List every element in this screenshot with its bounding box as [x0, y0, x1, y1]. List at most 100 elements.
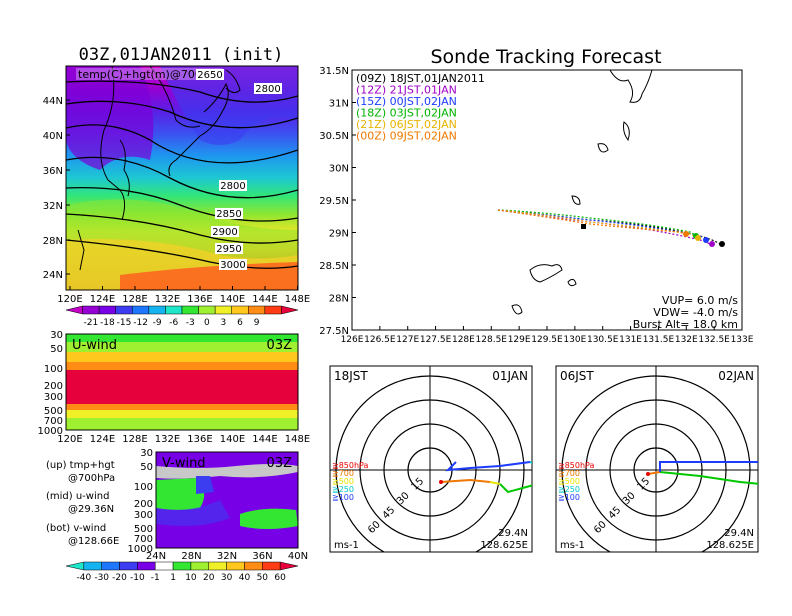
- colorbar-label: -12: [133, 318, 148, 328]
- hodo-level: ≧100: [558, 493, 580, 502]
- uwind-x-labels: 120E 124E 128E 132E 136E 140E 144E 148E: [57, 434, 310, 445]
- colorbar-swatch: [226, 561, 245, 571]
- vwind-y-label: 30: [140, 448, 153, 459]
- uwind-y-label: 100: [44, 364, 63, 375]
- burst-text: Burst Alt= 18.0 km: [633, 318, 738, 331]
- colorbar-label: -40: [76, 573, 91, 583]
- colorbar-swatch: [137, 561, 156, 571]
- legend-mid1: (mid) u-wind: [46, 491, 109, 502]
- hodo-level: ≧500: [332, 477, 354, 486]
- track-x-label: 127.5E: [420, 335, 452, 345]
- track-y-label: 27.5N: [319, 326, 349, 337]
- colorbar-swatch: [115, 305, 133, 315]
- uwind-y-label: 300: [44, 392, 63, 403]
- map-lon-label: 144E: [252, 294, 277, 305]
- hodo-trace: [440, 478, 491, 483]
- vwind-y-label: 500: [134, 524, 153, 535]
- track-x-label: 129.5E: [531, 335, 563, 345]
- colorbar-label: 50: [257, 573, 269, 583]
- uwind-y-label: 30: [50, 330, 63, 341]
- hodo-start: [439, 480, 443, 484]
- colorbar-label: -1: [151, 573, 160, 583]
- colorbar-label: -6: [169, 318, 178, 328]
- track-x-label: 128E: [452, 335, 475, 345]
- hodo-level: ≧250: [332, 485, 354, 494]
- colorbar-swatch: [262, 561, 281, 571]
- hodo-unit: ms-1: [334, 540, 359, 551]
- map-lon-label: 148E: [285, 294, 310, 305]
- map-lat-label: 44N: [43, 96, 63, 107]
- track-x-label: 133E: [731, 335, 754, 345]
- uwind-y-label: 700: [44, 416, 63, 427]
- vwind-y-label: 300: [134, 510, 153, 521]
- hodo-level: ≧850hPa: [332, 461, 369, 470]
- contour-label: 2800: [255, 84, 280, 95]
- track-x-label: 128.5E: [476, 335, 508, 345]
- temp-map: temp(C)+hgt(m)@700hPa 2650 2800 2800 285…: [43, 65, 310, 305]
- track-map: 31.5N 31N 30.5N 30N 29.5N 29N 28.5N 28N 27.5N 12…: [319, 66, 753, 345]
- colorbar-label: 6: [237, 318, 243, 328]
- vwind-x-label: 32N: [217, 551, 237, 562]
- hodo-date: 01JAN: [492, 369, 528, 383]
- uwind-y-label: 50: [50, 344, 63, 355]
- vwind-x-labels: 24N 28N 32N 36N 40N: [146, 551, 308, 562]
- colorbar-swatch: [82, 305, 100, 315]
- left-title: 03Z,01JAN2011 (init): [79, 45, 284, 65]
- map-label: temp(C)+hgt(m)@700hPa: [78, 68, 222, 81]
- colorbar-swatch: [231, 305, 249, 315]
- colorbar-label: 9: [254, 318, 260, 328]
- track-x-label: 127E: [396, 335, 419, 345]
- colorbar-label: -30: [94, 573, 109, 583]
- vwind-x-label: 36N: [252, 551, 272, 562]
- vup-text: VUP= 6.0 m/s: [662, 294, 738, 307]
- uwind-x-label: 140E: [220, 434, 245, 445]
- track-x-label: 130E: [563, 335, 586, 345]
- colorbar-label: 30: [221, 573, 233, 583]
- hodo-lon: 128.625E: [480, 540, 528, 551]
- hodo-time: 18JST: [334, 369, 368, 383]
- uwind-y-label: 1000: [38, 426, 63, 437]
- hodo-trace: [659, 461, 758, 472]
- vwind-label: V-wind: [162, 456, 206, 471]
- hodo-trace: [445, 461, 531, 472]
- map-lon-label: 120E: [57, 294, 82, 305]
- track-x-label: 131.5E: [643, 335, 675, 345]
- legend-up2: @700hPa: [68, 473, 115, 484]
- map-lat-label: 40N: [43, 131, 63, 142]
- hodo-level: ≧500: [558, 477, 580, 486]
- map-lat-label: 36N: [43, 166, 63, 177]
- colorbar-swatch: [119, 561, 138, 571]
- right-title: Sonde Tracking Forecast: [430, 46, 661, 68]
- hodo-lon: 128.625E: [706, 540, 754, 551]
- vwind-time: 03Z: [267, 456, 293, 471]
- colorbar-label: -10: [130, 573, 145, 583]
- contour-label: 2850: [216, 209, 241, 220]
- colorbar-label: 60: [274, 573, 286, 583]
- uwind-x-label: 144E: [252, 434, 277, 445]
- vwind-x-label: 24N: [146, 551, 166, 562]
- colorbar-label: -21: [84, 318, 99, 328]
- colorbar-swatch: [190, 561, 210, 571]
- legend-bot1: (bot) v-wind: [46, 523, 106, 534]
- track-x-label: 131E: [619, 335, 642, 345]
- track-legend-item: (00Z) 09JST,02JAN: [356, 130, 457, 143]
- colorbar-swatch: [248, 305, 266, 315]
- uwind-x-label: 148E: [285, 434, 310, 445]
- uwind-x-label: 136E: [187, 434, 212, 445]
- hodo-level: ≧700: [332, 469, 354, 478]
- vwind-x-label: 40N: [288, 551, 308, 562]
- track-legend-item: (18Z) 03JST,02JAN: [356, 107, 457, 120]
- hodo-trace: [647, 471, 661, 475]
- colorbar-label: 3: [221, 318, 227, 328]
- colorbar-swatch: [65, 305, 83, 315]
- track-legend-item: (09Z) 18JST,01JAN2011: [356, 72, 485, 85]
- colorbar-swatch: [98, 305, 116, 315]
- colorbar-swatch: [281, 305, 299, 315]
- hodo-start: [646, 472, 650, 476]
- hodo-date: 02JAN: [718, 369, 754, 383]
- left-legend: (up) tmp+hgt @700hPa (mid) u-wind @29.36…: [46, 460, 119, 547]
